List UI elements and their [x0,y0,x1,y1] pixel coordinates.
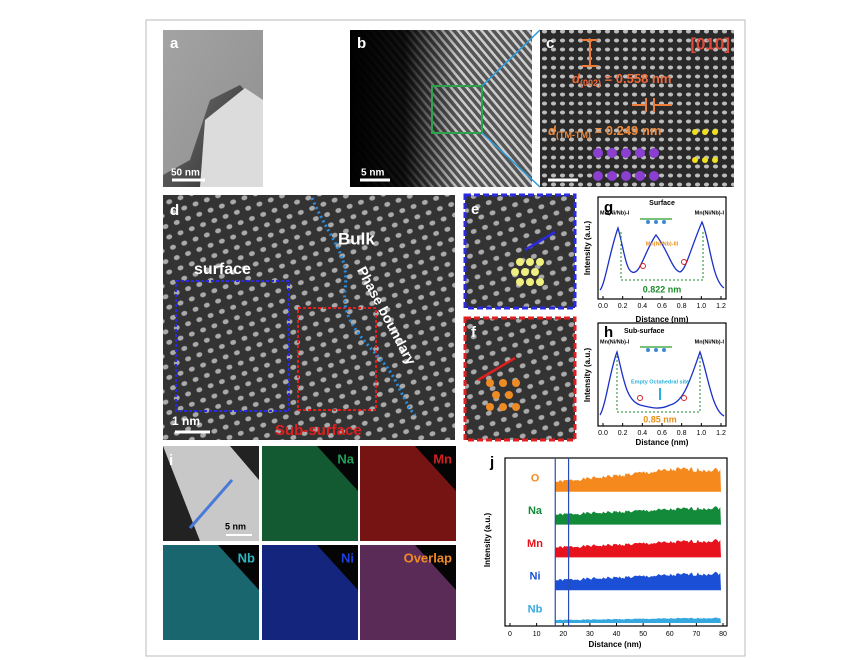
x-axis-label: Distance (nm) [589,640,642,649]
scale-bar-label: 1 nm [172,414,200,428]
distance-label: 0.85 nm [643,414,677,424]
element-label: Nb [528,604,543,616]
panel-label: c [546,35,554,52]
element-label: Na [528,505,543,517]
zone-axis: [010] [690,34,730,53]
panel-label: h [604,324,613,341]
y-axis-label: Intensity (a.u.) [583,221,592,276]
panel-b: b 5 nm [350,29,541,188]
spacing: = 0.558 nm [601,71,671,86]
x-tick-label: 0.2 [618,430,628,437]
x-tick-label: 0.4 [637,430,647,437]
panel-f: f [463,316,577,442]
panel-label: j [489,454,494,471]
panel-label: i [169,452,173,469]
x-tick-label: 0.6 [657,430,667,437]
x-axis-label: Distance (nm) [636,438,689,447]
panel-j: j Distance (nm) Intensity (a.u.) 0 10 20 30… [483,454,728,649]
map-signal [262,446,358,541]
x-tick-label: 1.2 [716,303,726,310]
map-signal [163,545,259,640]
map-label: Na [337,451,354,466]
y-axis-label: Intensity (a.u.) [483,513,492,568]
panel-label: g [604,199,613,216]
spectrum-band [555,617,721,623]
panel-d: d Bulk surface Phase boundary Sub-surfac… [163,195,455,440]
x-tick-label: 20 [559,631,567,638]
map-signal [360,446,456,541]
scale-bar-label: 5 nm [225,521,246,531]
panel-c: c [010] d(002) = 0.558 nm d(TM-TM) = 0.2… [540,30,734,187]
map-label: Mn [433,451,452,466]
map-signal [262,545,358,640]
x-tick-label: 0.0 [598,303,608,310]
element-label: Ni [530,571,541,583]
site-label: Mn(Ni/Nb)-I [695,210,725,216]
map-signal [360,545,456,640]
panel-label: d [170,202,179,219]
x-tick-label: 70 [692,631,700,638]
panel-e: e [463,193,577,310]
x-tick-label: 1.0 [696,430,706,437]
x-tick-label: 10 [533,631,541,638]
symbol: d [548,123,557,138]
x-tick-label: 0.4 [637,303,647,310]
map-label: Ni [341,550,354,565]
x-tick-label: 30 [586,631,594,638]
panel-label: f [471,324,477,341]
plot-title: Surface [649,200,675,207]
x-tick-label: 0.8 [677,303,687,310]
x-tick-label: 1.2 [716,430,726,437]
spectrum-band [555,506,721,525]
y-axis-label: Intensity (a.u.) [583,348,592,403]
subscript: (TM-TM) [556,130,591,140]
x-tick-label: 0.2 [618,303,628,310]
site-label: Mn(Ni/Nb)-I [600,339,630,345]
x-tick-label: 40 [613,631,621,638]
subscript: (002) [580,78,601,88]
map-label: Overlap [404,550,452,565]
bulk-label: Bulk [338,229,375,248]
panel-g: g Surface Mn(Ni/Nb)-I Mn(Ni/Nb)-I Mn(Ni/… [583,196,727,324]
panel-i: i 5 nm Na Mn Nb Ni Overlap [163,446,456,640]
subsurface-label: Sub-surface [275,422,362,439]
map-label: Nb [238,550,255,565]
site-label: Empty Octahedral site [631,379,689,385]
x-tick-label: 60 [666,631,674,638]
spacing: = 0.249 nm [591,123,661,138]
spectrum-band [555,467,721,492]
scale-bar-label: 50 nm [171,168,200,179]
element-label: Mn [527,538,543,550]
plot-title: Sub-surface [624,328,665,335]
x-tick-label: 0.8 [677,430,687,437]
x-tick-label: 50 [639,631,647,638]
distance-label: 0.822 nm [643,284,682,294]
panel-a: a 50 nm [163,30,263,187]
element-label: O [531,472,540,484]
scale-bar-label: 5 nm [361,168,384,179]
x-tick-label: 0.6 [657,303,667,310]
panel-label: e [471,201,479,218]
site-label: Mn(Ni/Nb)-III [646,241,679,247]
symbol: d [572,71,581,86]
site-label: Mn(Ni/Nb)-I [600,210,630,216]
svg-text:d(TM-TM) = 0.249 nm: d(TM-TM) = 0.249 nm [548,123,661,140]
x-axis-label: Distance (nm) [636,315,689,324]
panel-h: h Sub-surface Mn(Ni/Nb)-I Mn(Ni/Nb)-I Em… [583,322,727,447]
x-tick-label: 0 [508,631,512,638]
panel-label: b [357,35,366,52]
svg-text:d(002) = 0.558 nm: d(002) = 0.558 nm [572,71,671,88]
panel-label: a [170,35,179,52]
spectrum-band [555,571,721,591]
x-tick-label: 80 [719,631,727,638]
x-tick-label: 0.0 [598,430,608,437]
site-label: Mn(Ni/Nb)-I [695,339,725,345]
x-tick-label: 1.0 [696,303,706,310]
surface-label: surface [194,261,251,278]
spectrum-band [555,538,721,558]
